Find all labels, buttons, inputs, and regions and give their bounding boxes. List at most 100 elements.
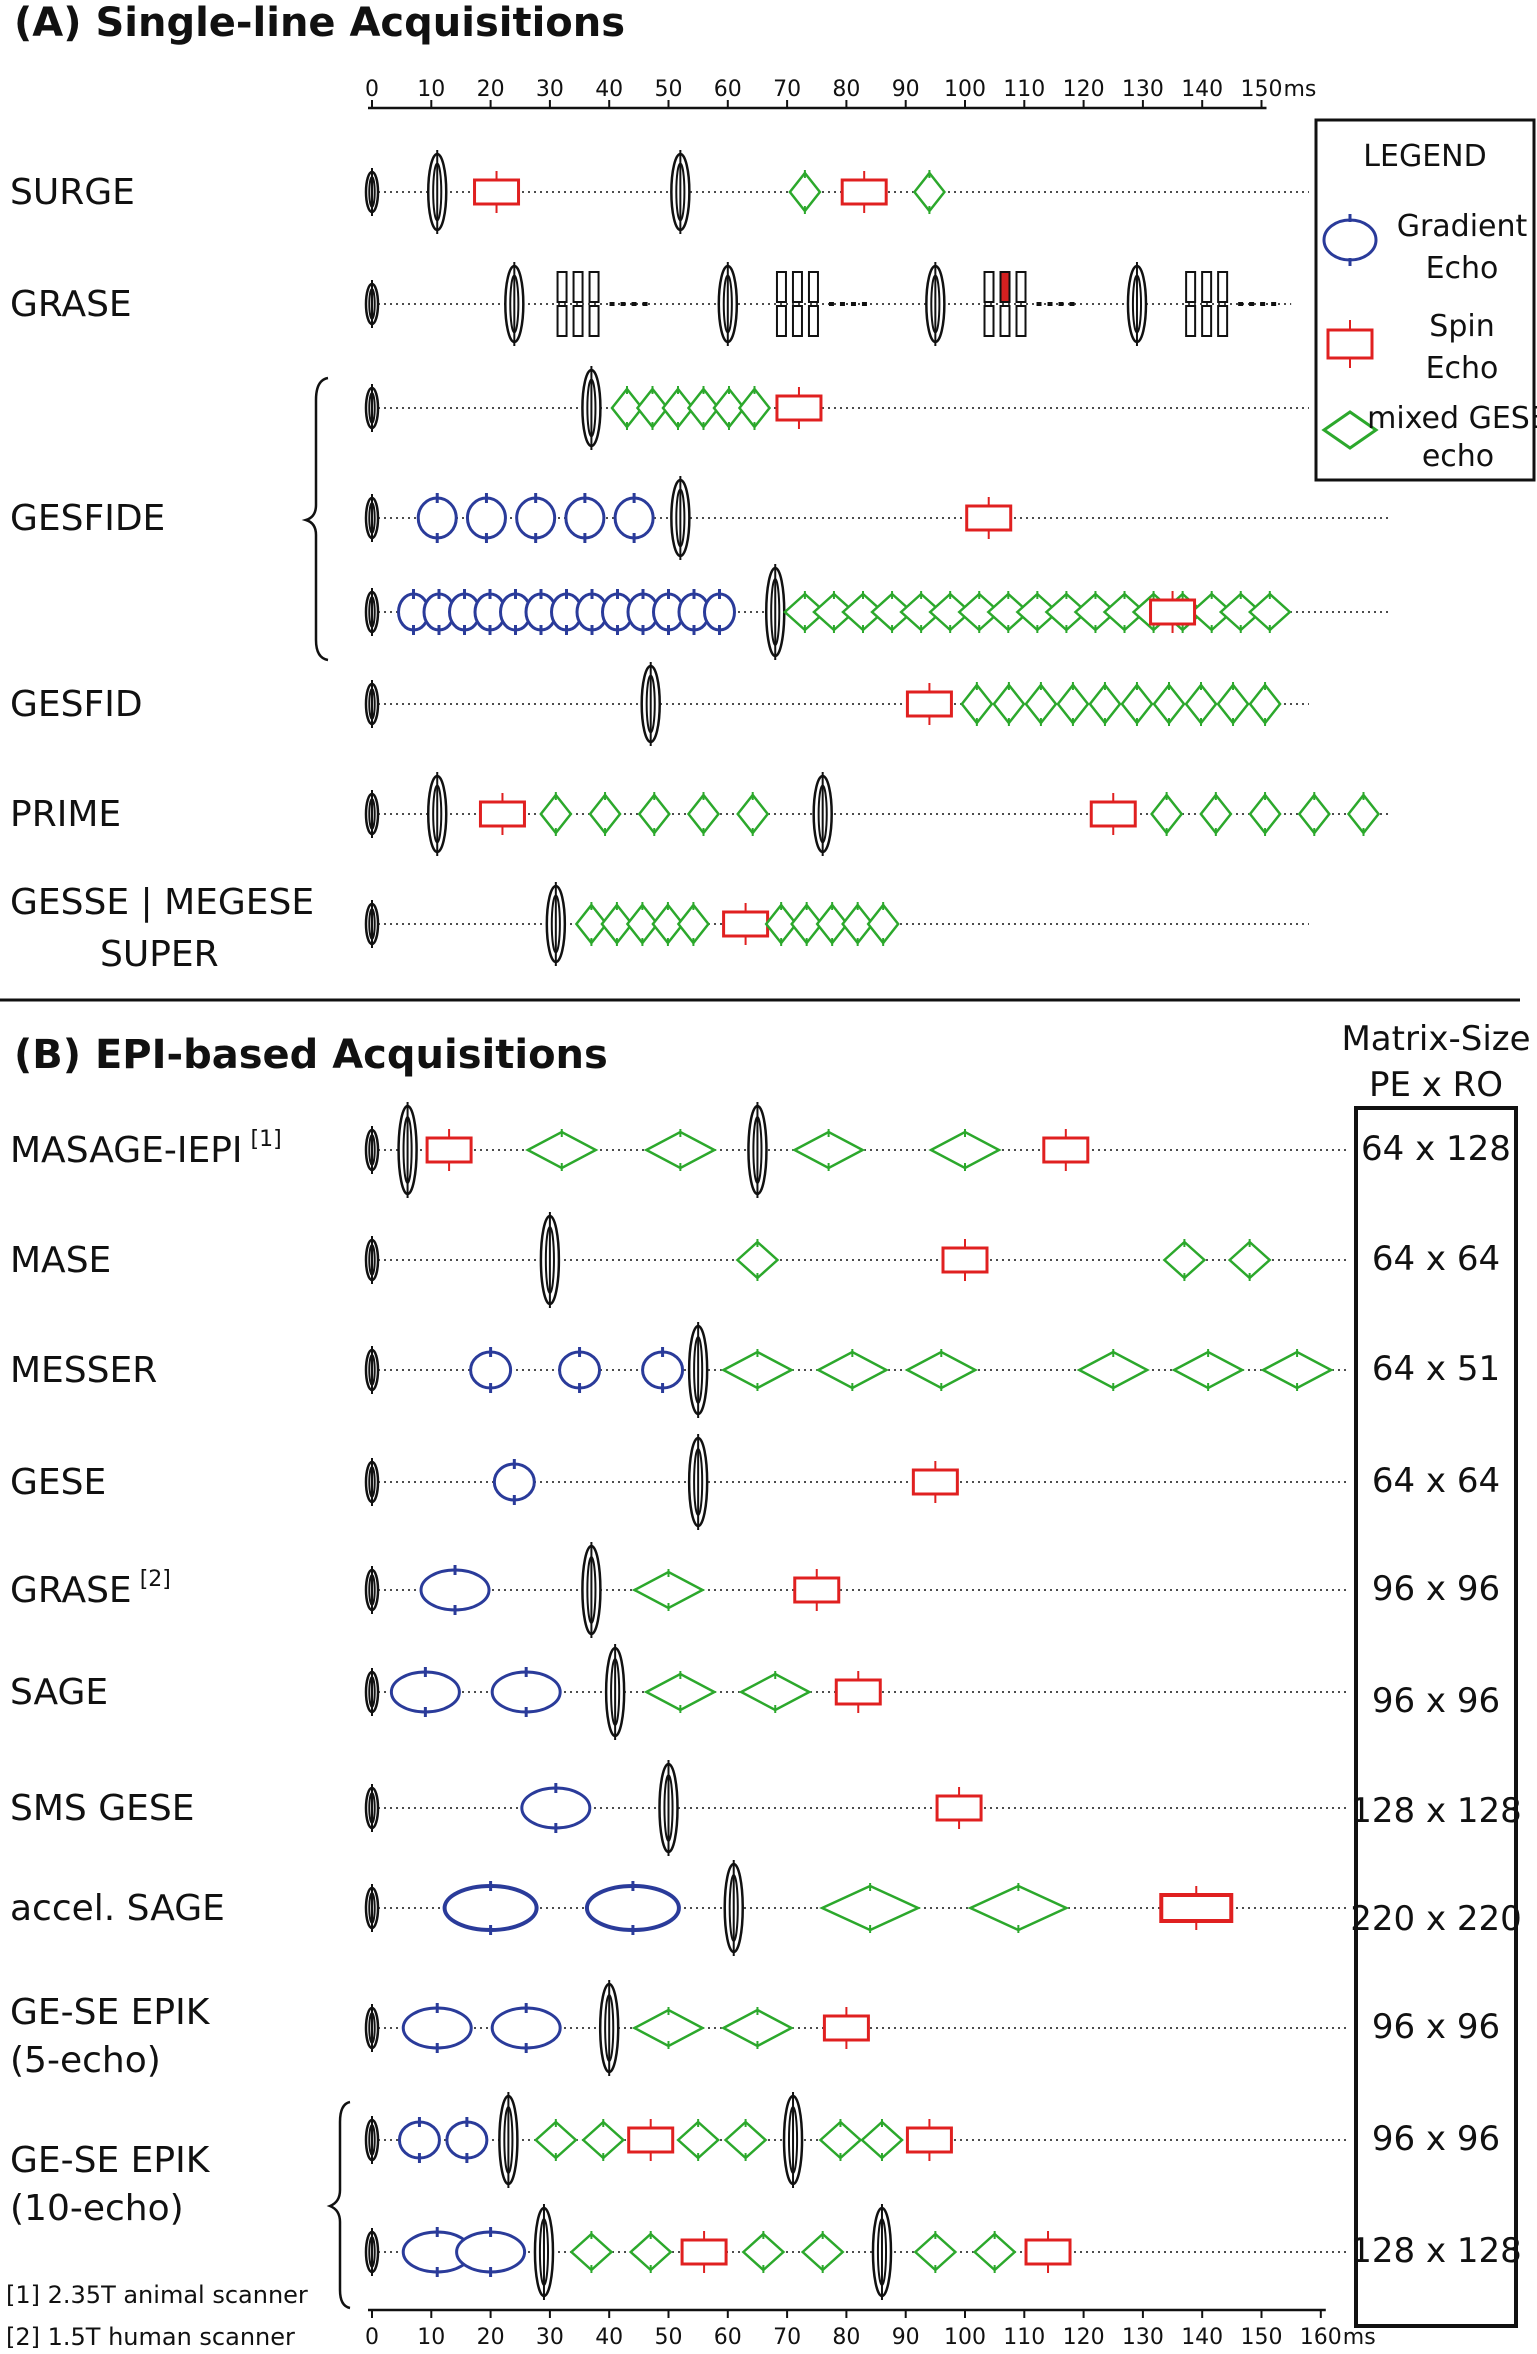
gradient-echo: [401, 2003, 473, 2053]
axis-tick-label: 140: [1181, 2325, 1223, 2350]
epi-row: GRASE [2] 96 x 96: [10, 1542, 1500, 1638]
legend-gradient-label2: Echo: [1426, 251, 1499, 286]
single-line-row: [364, 564, 1392, 660]
spin-echo: [478, 793, 526, 835]
row-label: GESE: [10, 1462, 106, 1503]
mixed-echo: [631, 1569, 706, 1611]
mixed-echo: [676, 902, 710, 946]
refocusing-pulse: [426, 150, 448, 234]
axis-tick-label: 110: [1003, 77, 1045, 102]
excitation-pulse: [364, 1458, 380, 1506]
row-label: PRIME: [10, 794, 121, 835]
excitation-pulse: [364, 384, 380, 432]
refocusing-pulse: [640, 662, 661, 746]
epi-row: MASAGE-IEPI [1] 64 x 128: [10, 1102, 1511, 1198]
matrix-size-value: 128 x 128: [1350, 1791, 1522, 1831]
spin-echo: [965, 497, 1013, 539]
refocusing-pulse: [670, 150, 691, 234]
gradient-echo: [445, 2117, 489, 2163]
spin-echo: [1042, 1129, 1090, 1171]
mixed-echo: [818, 2119, 863, 2161]
gradient-echo: [677, 589, 711, 635]
mixed-echo: [1216, 682, 1250, 726]
single-line-row: GESFID: [10, 662, 1309, 746]
axis-tick-label: 30: [536, 77, 564, 102]
mixed-echo: [1184, 682, 1218, 726]
spin-echo: [722, 903, 770, 945]
legend: LEGEND Gradient Echo Spin Echo mixed GES…: [1314, 118, 1537, 482]
matrix-size-value: 128 x 128: [1350, 2231, 1522, 2271]
refocusing-pulse: [545, 882, 567, 966]
row-label-line2: SUPER: [100, 934, 219, 975]
mixed-echo: [1227, 1239, 1272, 1281]
row-label: GESSE | MEGESE: [10, 882, 314, 923]
refocusing-pulse: [812, 772, 833, 856]
mixed-echo: [737, 386, 772, 430]
spin-echo: [822, 2007, 870, 2049]
spin-echo: [627, 2119, 675, 2161]
row-label-line2: (10-echo): [10, 2188, 184, 2229]
refocusing-pulse: [782, 2092, 804, 2188]
axis-tick-label: 20: [477, 77, 505, 102]
single-line-row: GESSE | MEGESE SUPER: [10, 882, 1309, 975]
gradient-echo: [473, 589, 507, 635]
axis-tick-label: 100: [944, 2325, 986, 2350]
row-label: SURGE: [10, 172, 135, 213]
refocusing-pulse: [581, 1542, 602, 1638]
spin-echo: [935, 1787, 983, 1829]
spin-echo: [1024, 2231, 1072, 2273]
axis-tick-label: 80: [832, 77, 860, 102]
epi-row: GESE 64 x 64: [10, 1434, 1500, 1530]
matrix-size-value: 96 x 96: [1372, 1681, 1500, 1721]
axis-unit: ms: [1284, 77, 1317, 102]
refocusing-pulse: [717, 262, 739, 346]
axis-tick-label: 130: [1122, 77, 1164, 102]
excitation-pulse: [364, 280, 380, 328]
refocusing-pulse: [687, 1322, 709, 1418]
spin-echo: [793, 1569, 841, 1611]
mixed-echo: [735, 1239, 780, 1281]
row-label: GE-SE EPIK: [10, 2140, 211, 2181]
footnote-1: [1] 2.35T animal scanner: [6, 2281, 308, 2309]
axis-tick-label: 100: [944, 77, 986, 102]
excitation-pulse: [364, 1668, 380, 1716]
refocusing-pulse: [1126, 262, 1148, 346]
legend-title: LEGEND: [1363, 139, 1486, 174]
mixed-echo: [967, 1883, 1070, 1933]
axis-tick-label: 120: [1063, 2325, 1105, 2350]
excitation-pulse: [364, 2004, 380, 2052]
refocusing-pulse: [498, 2092, 519, 2188]
refocusing-pulse: [598, 1980, 620, 2076]
gradient-echo: [492, 1459, 536, 1505]
mixed-echo: [643, 1129, 718, 1171]
excitation-pulse: [364, 494, 380, 542]
section-a-title: (A) Single-line Acquisitions: [14, 0, 625, 46]
epi-row: SMS GESE 128 x 128: [10, 1760, 1522, 1856]
mixed-echo: [1297, 792, 1331, 836]
mixed-echo-legend-icon: [1321, 410, 1379, 450]
mixed-echo: [1056, 682, 1090, 726]
axis-tick-label: 150: [1241, 2325, 1283, 2350]
spin-echo: [941, 1239, 989, 1281]
gradient-echo: [389, 1667, 461, 1717]
matrix-size-value: 96 x 96: [1372, 1569, 1500, 1609]
excitation-pulse: [364, 2116, 380, 2164]
mixed-echo: [1248, 682, 1282, 726]
matrix-size-value: 96 x 96: [1372, 2119, 1500, 2159]
gradient-echo: [469, 1347, 513, 1393]
single-line-row: PRIME: [10, 772, 1392, 856]
matrix-size-value: 64 x 51: [1372, 1349, 1500, 1389]
refocusing-pulse: [504, 262, 525, 346]
section-b-title: (B) EPI-based Acquisitions: [14, 1032, 608, 1078]
mixed-echo: [533, 2119, 578, 2161]
axis-tick-label: 30: [536, 2325, 564, 2350]
mixed-echo: [815, 1349, 890, 1391]
refocusing-pulse: [670, 476, 691, 560]
mixed-echo: [1024, 682, 1058, 726]
row-label: accel. SAGE: [10, 1888, 225, 1929]
excitation-pulse: [364, 900, 380, 948]
mixed-echo: [788, 170, 822, 214]
time-axis-bottom: 0 10 20 30 40 50 60 70 80 90 100 110 120 130 140 150 160…: [365, 2308, 1376, 2350]
excitation-pulse: [364, 1126, 380, 1174]
